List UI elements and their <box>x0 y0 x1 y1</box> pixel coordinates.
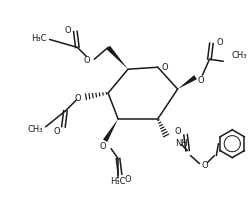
Text: O: O <box>197 75 204 84</box>
Text: NH: NH <box>175 139 187 147</box>
Text: O: O <box>53 127 60 136</box>
Text: O: O <box>100 141 107 150</box>
Text: O: O <box>174 127 181 136</box>
Text: O: O <box>74 93 81 102</box>
Polygon shape <box>103 119 118 142</box>
Text: O: O <box>201 160 208 169</box>
Polygon shape <box>178 76 197 90</box>
Polygon shape <box>106 46 128 70</box>
Text: CH₃: CH₃ <box>27 125 43 134</box>
Text: CH₃: CH₃ <box>231 51 247 60</box>
Text: H₃C: H₃C <box>110 176 126 185</box>
Text: H₃C: H₃C <box>31 34 47 43</box>
Text: O: O <box>84 56 90 64</box>
Text: O: O <box>162 62 168 71</box>
Text: O: O <box>216 38 223 47</box>
Text: O: O <box>64 26 71 35</box>
Text: O: O <box>125 174 131 183</box>
